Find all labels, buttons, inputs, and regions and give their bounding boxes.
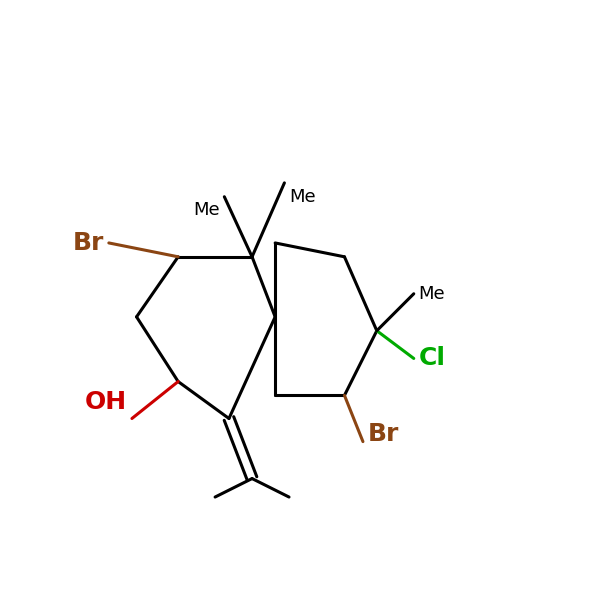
Text: Cl: Cl [418, 346, 445, 370]
Text: Me: Me [289, 187, 316, 205]
Text: Br: Br [73, 231, 104, 255]
Text: Me: Me [193, 202, 220, 220]
Text: OH: OH [85, 390, 127, 414]
Text: Me: Me [418, 285, 445, 303]
Text: Br: Br [368, 422, 399, 446]
